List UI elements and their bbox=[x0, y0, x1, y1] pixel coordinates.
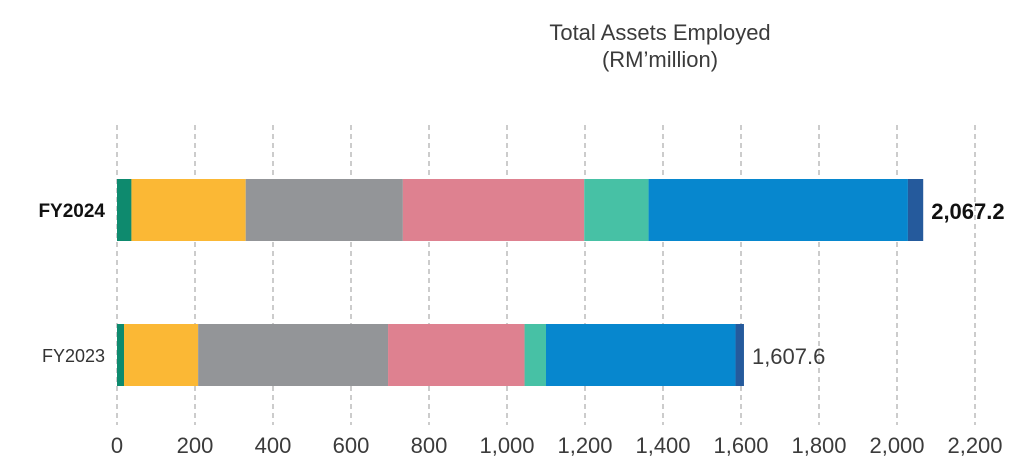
bar-segment bbox=[131, 179, 246, 241]
category-label: FY2023 bbox=[42, 346, 105, 366]
bar-segment bbox=[124, 324, 199, 386]
bar-segment bbox=[735, 324, 744, 386]
x-tick-label: 0 bbox=[111, 433, 123, 458]
x-tick-label: 2,000 bbox=[869, 433, 924, 458]
bar-segment bbox=[584, 179, 649, 241]
bar-segment bbox=[388, 324, 525, 386]
bar-segment bbox=[402, 179, 585, 241]
bar-segment bbox=[117, 179, 132, 241]
x-tick-label: 1,800 bbox=[791, 433, 846, 458]
bar-segment bbox=[117, 324, 125, 386]
bar-segment bbox=[648, 179, 908, 241]
bar-segment bbox=[245, 179, 403, 241]
bar-segment bbox=[907, 179, 924, 241]
bar-segment bbox=[198, 324, 389, 386]
x-tick-label: 1,000 bbox=[479, 433, 534, 458]
x-tick-label: 1,200 bbox=[557, 433, 612, 458]
chart-subtitle: (RM’million) bbox=[601, 47, 719, 72]
x-tick-label: 600 bbox=[333, 433, 370, 458]
x-tick-label: 1,400 bbox=[635, 433, 690, 458]
x-tick-label: 1,600 bbox=[713, 433, 768, 458]
chart-title: Total Assets Employed bbox=[549, 20, 771, 45]
x-tick-label: 800 bbox=[411, 433, 448, 458]
total-label: 2,067.2 bbox=[931, 199, 1004, 224]
category-label: FY2024 bbox=[38, 201, 105, 222]
bar-segment bbox=[524, 324, 546, 386]
x-tick-label: 200 bbox=[177, 433, 214, 458]
bar-segment bbox=[546, 324, 736, 386]
total-label: 1,607.6 bbox=[752, 344, 825, 369]
x-tick-label: 2,200 bbox=[947, 433, 1002, 458]
x-tick-label: 400 bbox=[255, 433, 292, 458]
